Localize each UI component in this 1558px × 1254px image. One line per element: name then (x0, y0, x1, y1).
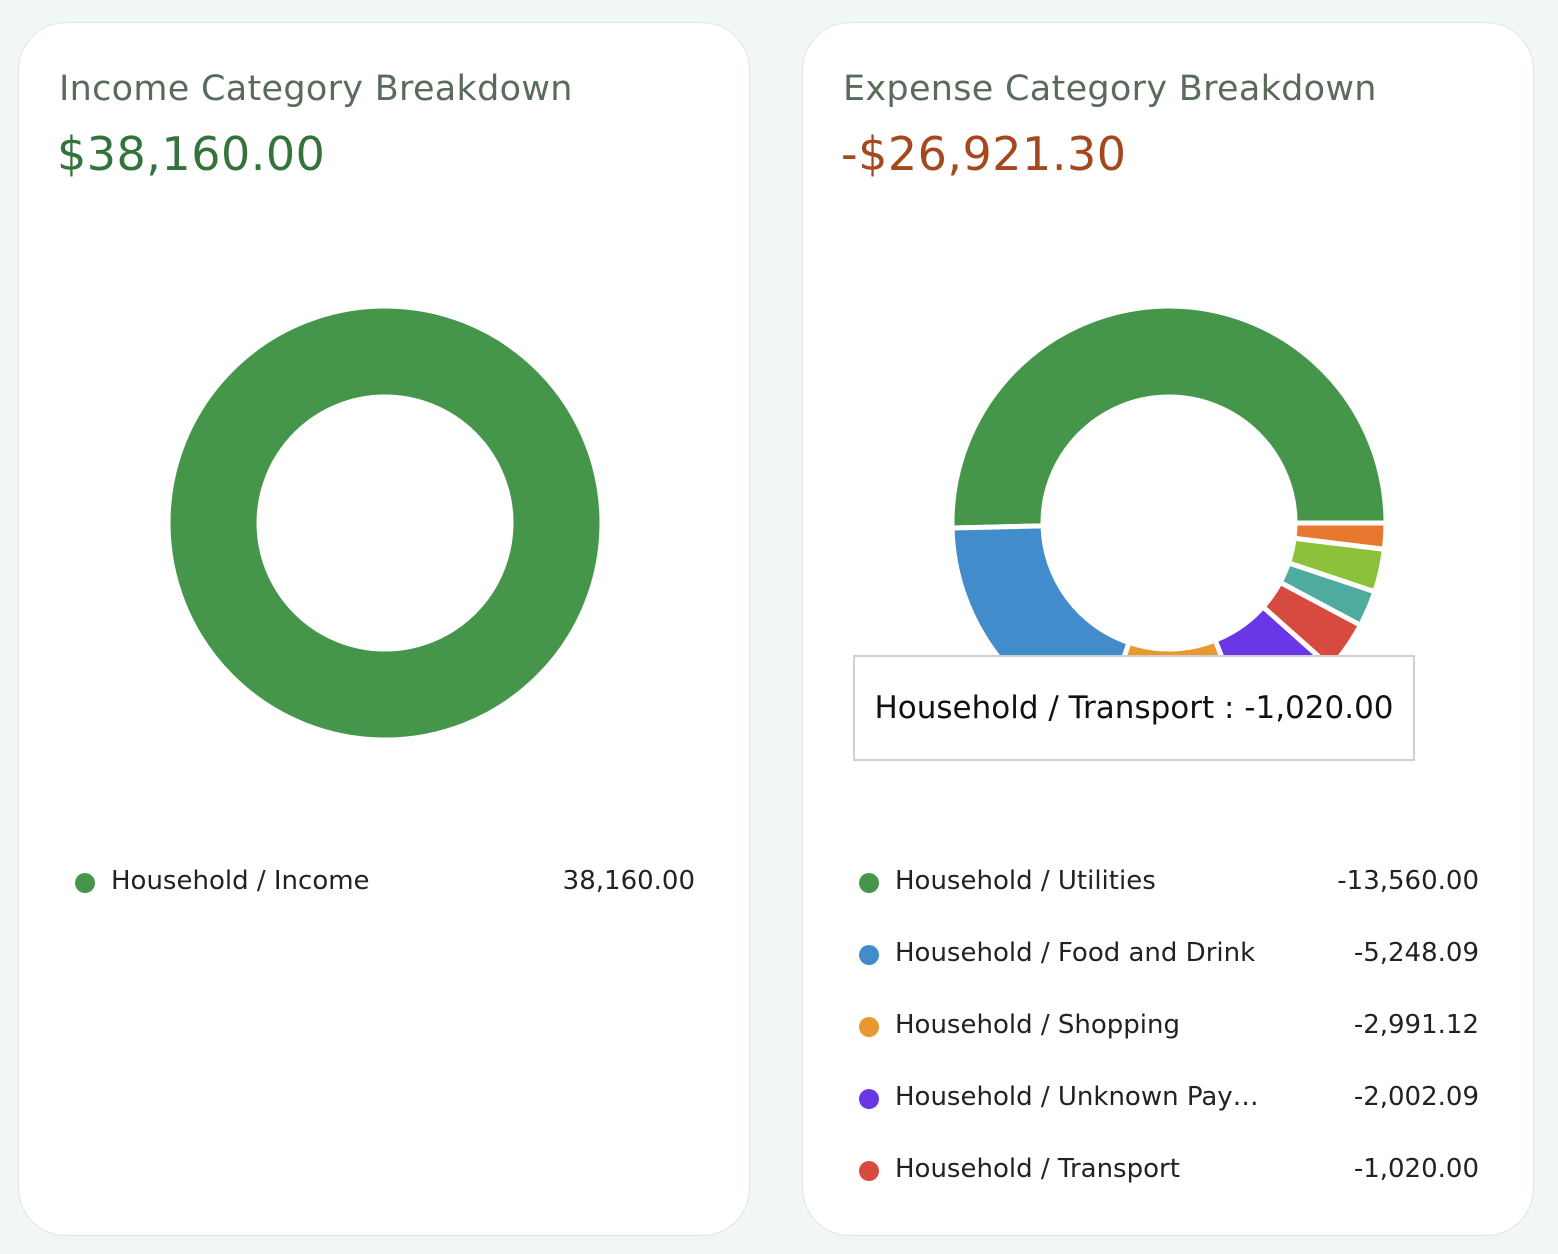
expense-legend-dot (859, 1089, 879, 1109)
expense-legend-label: Household / Transport (895, 1154, 1180, 1184)
expense-legend-label: Household / Unknown Pay… (895, 1082, 1259, 1112)
expense-legend-dot (859, 1161, 879, 1181)
chart-tooltip: Household / Transport : -1,020.00 (853, 655, 1415, 761)
expense-legend-item[interactable]: Household / Unknown Pay… -2,002.09 (859, 1079, 1479, 1119)
expense-legend-value: -2,002.09 (1353, 1082, 1479, 1112)
expense-legend-dot (859, 945, 879, 965)
expense-legend-dot (859, 1017, 879, 1037)
expense-legend-label: Household / Utilities (895, 866, 1156, 896)
expense-donut-chart (949, 303, 1389, 743)
expense-card: Expense Category Breakdown -$26,921.30 H… (802, 22, 1534, 1236)
expense-legend-item[interactable]: Household / Utilities -13,560.00 (859, 863, 1479, 903)
income-card-title: Income Category Breakdown (59, 69, 573, 109)
income-legend-dot (75, 873, 95, 893)
expense-legend-item[interactable]: Household / Transport -1,020.00 (859, 1151, 1479, 1191)
income-total: $38,160.00 (57, 127, 326, 181)
expense-legend-label: Household / Food and Drink (895, 938, 1256, 968)
expense-legend-value: -1,020.00 (1353, 1154, 1479, 1184)
expense-card-title: Expense Category Breakdown (843, 69, 1377, 109)
income-card: Income Category Breakdown $38,160.00 Hou… (18, 22, 750, 1236)
income-slice-household-income[interactable] (165, 303, 605, 743)
income-legend-value: 38,160.00 (562, 866, 695, 896)
expense-legend-value: -13,560.00 (1337, 866, 1479, 896)
expense-legend-value: -2,991.12 (1353, 1010, 1479, 1040)
expense-legend-item[interactable]: Household / Shopping -2,991.12 (859, 1007, 1479, 1047)
expense-total: -$26,921.30 (841, 127, 1127, 181)
expense-legend-dot (859, 873, 879, 893)
expense-legend-value: -5,248.09 (1353, 938, 1479, 968)
expense-legend-item[interactable]: Household / Food and Drink -5,248.09 (859, 935, 1479, 975)
expense-slice-segment-8[interactable] (1291, 520, 1389, 553)
income-legend-item[interactable]: Household / Income 38,160.00 (75, 863, 695, 903)
income-legend-label: Household / Income (111, 866, 370, 896)
expense-slice-household-utilities[interactable] (949, 303, 1389, 531)
income-donut-chart (165, 303, 605, 743)
expense-legend-label: Household / Shopping (895, 1010, 1180, 1040)
